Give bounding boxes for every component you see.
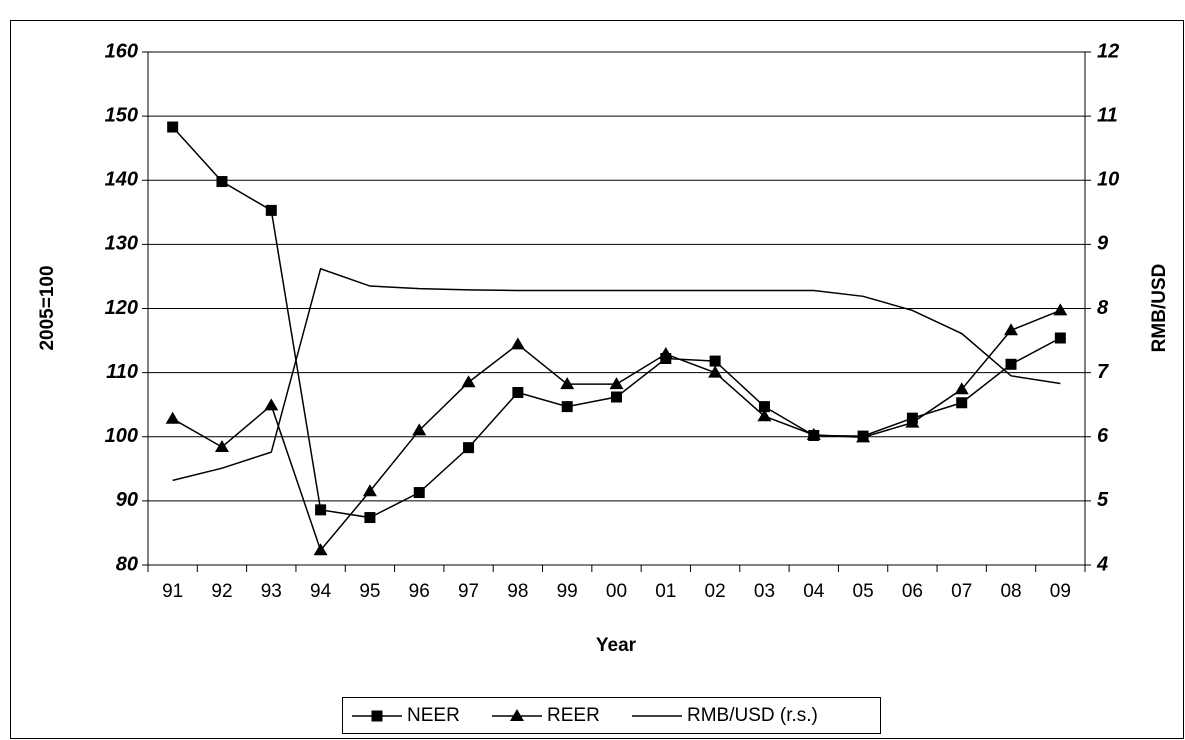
data-point (362, 484, 377, 497)
series-line (172, 267, 1061, 482)
data-point (905, 415, 920, 428)
x-tick-label: 02 (705, 581, 726, 602)
data-point (956, 397, 968, 409)
x-tick-label: 95 (359, 581, 380, 602)
legend-label: REER (547, 705, 600, 726)
y2-tick-label: 4 (1096, 553, 1108, 575)
x-tick-label: 03 (754, 581, 775, 602)
data-point (560, 377, 575, 390)
data-point (709, 355, 721, 367)
y2-tick-label: 6 (1097, 425, 1109, 447)
data-point (708, 365, 723, 378)
x-tick-label: 93 (261, 581, 282, 602)
data-point (364, 512, 376, 524)
y-tick-label: 100 (105, 425, 138, 447)
x-tick-label: 98 (507, 581, 528, 602)
data-point (611, 391, 622, 403)
data-point (1053, 303, 1068, 316)
data-point (313, 543, 328, 556)
x-tick-label: 99 (557, 581, 578, 602)
data-point (609, 377, 624, 390)
x-axis-title: Year (596, 635, 637, 656)
x-tick-label: 08 (1000, 581, 1021, 602)
y-tick-label: 110 (106, 361, 138, 383)
x-tick-label: 96 (409, 581, 430, 602)
x-tick-label: 94 (310, 581, 332, 602)
data-point (806, 427, 821, 440)
data-point (461, 375, 476, 388)
data-point (265, 204, 277, 216)
x-tick-label: 05 (853, 581, 874, 602)
x-tick-label: 06 (902, 581, 923, 602)
data-point (1005, 358, 1017, 370)
y-axis-title: 2005=100 (37, 265, 58, 350)
y-tick-label: 160 (105, 40, 138, 62)
data-point (1054, 332, 1066, 344)
x-tick-label: 07 (951, 581, 972, 602)
chart-frame (10, 20, 1184, 739)
y-tick-label: 150 (105, 104, 138, 126)
data-point (165, 411, 180, 424)
y-tick-label: 80 (116, 553, 138, 575)
x-tick-label: 92 (211, 581, 232, 602)
y2-tick-label: 12 (1097, 40, 1119, 62)
legend (342, 697, 881, 734)
x-tick-label: 01 (655, 581, 676, 602)
legend-marker (371, 710, 383, 722)
x-tick-label: 00 (606, 581, 627, 602)
y2-tick-label: 9 (1097, 233, 1109, 255)
data-point (758, 401, 770, 413)
legend-marker (510, 709, 524, 721)
x-tick-label: 09 (1050, 581, 1071, 602)
x-tick-label: 04 (803, 581, 825, 602)
data-point (512, 387, 524, 399)
x-tick-label: 97 (458, 581, 479, 602)
data-point (214, 440, 229, 453)
data-point (412, 423, 427, 436)
y-tick-label: 130 (105, 233, 138, 255)
y-tick-label: 90 (116, 489, 138, 511)
x-tick-label: 91 (162, 581, 183, 602)
y-tick-label: 140 (105, 169, 138, 191)
y2-tick-label: 11 (1097, 104, 1118, 126)
data-point (1004, 323, 1019, 336)
y2-tick-label: 7 (1097, 361, 1109, 383)
data-point (216, 176, 228, 188)
data-point (954, 382, 969, 395)
data-point (856, 430, 871, 443)
data-point (315, 504, 327, 516)
data-point (658, 347, 673, 360)
data-point (463, 442, 475, 454)
data-point (167, 121, 179, 133)
legend-label: RMB/USD (r.s.) (687, 705, 818, 726)
y2-axis-title: RMB/USD (1149, 264, 1170, 353)
y2-tick-label: 5 (1097, 489, 1109, 511)
data-point (757, 409, 772, 422)
legend-label: NEER (407, 705, 460, 726)
y2-tick-label: 8 (1097, 297, 1109, 319)
data-point (413, 487, 425, 499)
data-point (510, 337, 525, 350)
data-point (264, 398, 279, 411)
y-tick-label: 120 (105, 297, 138, 319)
y2-tick-label: 10 (1097, 169, 1119, 191)
data-point (561, 401, 573, 413)
